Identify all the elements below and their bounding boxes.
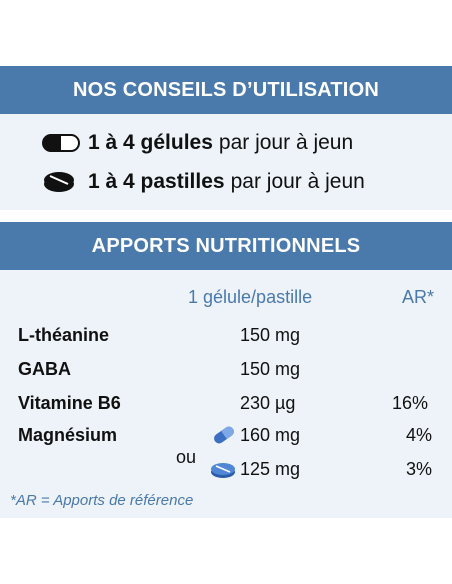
nutrient-name: L-théanine xyxy=(18,325,110,345)
nutrient-ar: 4% xyxy=(405,425,432,445)
nutrient-name: GABA xyxy=(18,359,71,379)
nutrient-row-magnesium-tablet: ou 125 mg 3% xyxy=(0,447,452,485)
column-header-dose: 1 gélule/pastille xyxy=(188,287,313,307)
usage-panel xyxy=(0,114,452,210)
usage-line-tablets-text: par jour à jeun xyxy=(230,170,365,193)
nutrient-row-gaba: GABA 150 mg xyxy=(0,355,452,385)
nutrient-row-l-theanine: L-théanine 150 mg xyxy=(0,321,452,351)
usage-line-capsules-text: par jour à jeun xyxy=(218,131,354,154)
nutrient-name: Magnésium xyxy=(18,425,118,445)
usage-line-tablets-amount: 1 à 4 pastilles xyxy=(88,170,225,193)
usage-line-capsules-amount: 1 à 4 gélules xyxy=(88,131,213,154)
tablet-icon xyxy=(42,169,88,195)
or-label: ou xyxy=(176,447,197,467)
usage-title: NOS CONSEILS D’UTILISATION xyxy=(73,78,379,101)
column-header-ar: AR* xyxy=(401,287,434,307)
tablet-icon xyxy=(210,461,236,484)
nutrient-name: Vitamine B6 xyxy=(18,393,121,413)
nutrient-quantity: 150 mg xyxy=(240,325,301,345)
nutrient-row-vitamine-b6: Vitamine B6 230 µg 16% xyxy=(0,389,452,419)
usage-header: NOS CONSEILS D’UTILISATION xyxy=(0,66,452,114)
nutrient-quantity: 230 µg xyxy=(240,393,296,413)
usage-line-tablets: 1 à 4 pastilles par jour à jeun xyxy=(42,166,365,198)
nutrient-quantity: 150 mg xyxy=(240,359,301,379)
usage-line-capsules: 1 à 4 gélules par jour à jeun xyxy=(42,127,353,159)
nutrient-quantity: 125 mg xyxy=(240,459,301,479)
footnote: *AR = Apports de référence xyxy=(10,492,194,509)
nutrient-ar: 3% xyxy=(405,459,432,479)
nutrient-row-magnesium-capsule: Magnésium 160 mg 4% xyxy=(0,421,452,451)
nutrition-title: APPORTS NUTRITIONNELS xyxy=(91,234,361,257)
nutrient-ar: 16% xyxy=(391,393,428,413)
capsule-icon xyxy=(212,426,236,449)
nutrition-header: APPORTS NUTRITIONNELS xyxy=(0,222,452,270)
capsule-icon xyxy=(42,130,88,156)
nutrient-quantity: 160 mg xyxy=(240,425,301,445)
